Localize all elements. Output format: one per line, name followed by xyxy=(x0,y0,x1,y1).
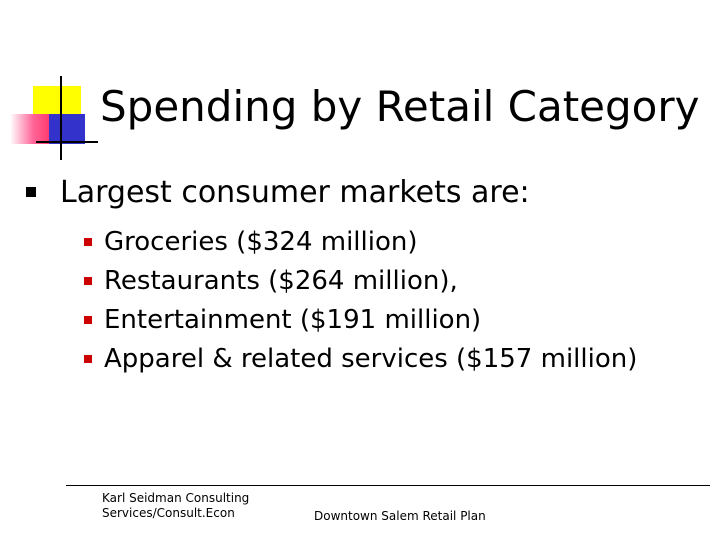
main-bullet-text: Largest consumer markets are: xyxy=(60,174,530,210)
logo-vertical-line xyxy=(60,76,62,160)
list-item: Apparel & related services ($157 million… xyxy=(84,339,637,378)
footer-author-line-1: Karl Seidman Consulting xyxy=(102,491,250,505)
list-item: Groceries ($324 million) xyxy=(84,222,637,261)
footer-author-line-2: Services/Consult.Econ xyxy=(102,506,235,520)
main-bullet: Largest consumer markets are: xyxy=(26,172,530,212)
sub-bullet-marker xyxy=(84,276,92,285)
sub-bullet-text: Entertainment ($191 million) xyxy=(104,304,482,335)
sub-bullet-marker xyxy=(84,354,92,363)
logo-blue-square xyxy=(49,114,85,144)
bullet-marker xyxy=(26,187,36,197)
sub-bullet-text: Restaurants ($264 million), xyxy=(104,265,458,296)
sub-bullet-marker xyxy=(84,237,92,246)
decorative-logo xyxy=(0,0,100,170)
list-item: Entertainment ($191 million) xyxy=(84,300,637,339)
footer-divider xyxy=(66,485,710,486)
sub-bullet-marker xyxy=(84,315,92,324)
logo-horizontal-line xyxy=(36,141,98,143)
sub-bullet-text: Groceries ($324 million) xyxy=(104,226,418,257)
logo-pink-square xyxy=(10,114,52,144)
footer-project-title: Downtown Salem Retail Plan xyxy=(314,509,486,523)
slide-title: Spending by Retail Category xyxy=(100,82,700,131)
list-item: Restaurants ($264 million), xyxy=(84,261,637,300)
sub-bullet-list: Groceries ($324 million) Restaurants ($2… xyxy=(84,222,637,378)
sub-bullet-text: Apparel & related services ($157 million… xyxy=(104,343,638,374)
footer-author: Karl Seidman Consulting Services/Consult… xyxy=(102,491,302,521)
